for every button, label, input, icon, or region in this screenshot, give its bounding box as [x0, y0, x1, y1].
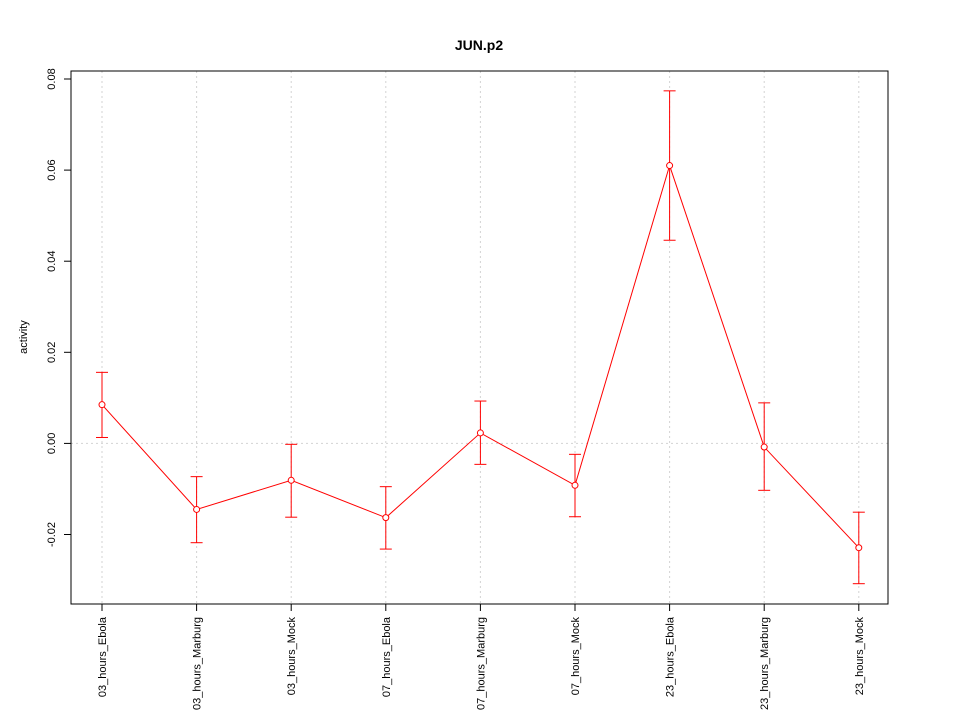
y-tick-label: 0.08 [46, 68, 58, 89]
plot-frame [70, 70, 889, 605]
x-tick-label: 03_hours_Ebola [97, 616, 109, 697]
y-tick-label: -0.02 [46, 522, 58, 547]
x-tick-label: 07_hours_Ebola [381, 616, 393, 697]
data-point [287, 476, 295, 484]
chart-title: JUN.p2 [455, 37, 503, 53]
x-tick-label: 23_hours_Ebola [665, 616, 677, 697]
y-tick-label: 0.00 [46, 433, 58, 454]
y-axis-label: activity [18, 320, 30, 354]
x-tick-label: 07_hours_Marburg [475, 617, 487, 710]
data-point [98, 401, 106, 409]
x-tick-label: 23_hours_Marburg [759, 617, 771, 710]
x-tick-label: 07_hours_Mock [570, 617, 582, 696]
y-tick-label: 0.06 [46, 159, 58, 180]
data-point [571, 481, 579, 489]
data-point [666, 162, 674, 170]
data-point [382, 514, 390, 522]
x-tick-label: 03_hours_Mock [286, 617, 298, 696]
data-point [476, 429, 484, 437]
x-tick-label: 03_hours_Marburg [192, 617, 204, 710]
y-tick-label: 0.02 [46, 342, 58, 363]
data-point [760, 443, 768, 451]
x-tick-label: 23_hours_Mock [854, 617, 866, 696]
y-tick-label: 0.04 [46, 250, 58, 271]
data-point [855, 544, 863, 552]
data-point [193, 505, 201, 513]
